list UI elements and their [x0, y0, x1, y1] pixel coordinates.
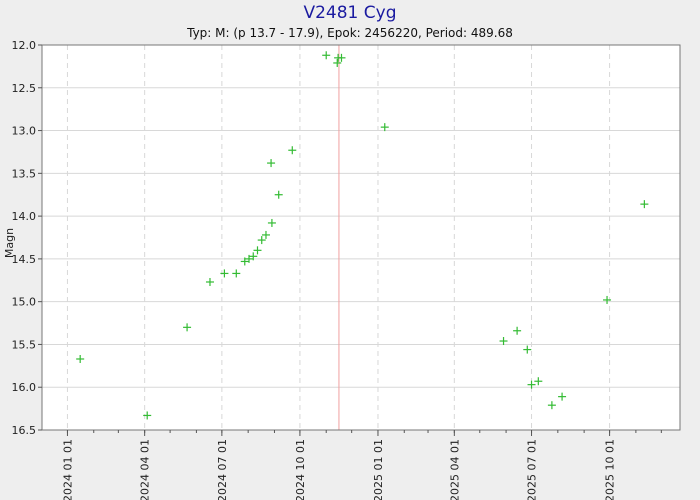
x-tick-label: 2024 10 01: [294, 439, 307, 500]
data-point: [249, 252, 258, 261]
y-tick-label: 15.5: [12, 338, 37, 351]
y-axis-label: Magn: [3, 228, 16, 258]
data-point: [337, 53, 346, 62]
y-tick-label: 16.5: [12, 424, 37, 437]
data-point: [220, 269, 229, 278]
data-point: [547, 401, 556, 410]
data-point: [143, 411, 152, 420]
data-point: [380, 123, 389, 132]
data-point: [603, 295, 612, 304]
x-tick-label: 2024 04 01: [139, 439, 152, 500]
y-tick-label: 13.0: [12, 125, 37, 138]
x-axis: 2024 01 01 2024 04 01 2024 07 01 2024 10 01…: [61, 430, 662, 500]
data-point: [513, 326, 522, 335]
y-tick-label: 15.0: [12, 296, 37, 309]
grid-lines: [42, 44, 680, 431]
data-point: [640, 200, 649, 209]
data-points: [76, 51, 649, 420]
data-point: [245, 254, 254, 263]
x-tick-label: 2024 07 01: [216, 439, 229, 500]
data-point: [527, 380, 536, 389]
y-tick-label: 16.0: [12, 381, 37, 394]
data-point: [253, 246, 262, 255]
data-point: [240, 257, 249, 266]
data-point: [205, 277, 214, 286]
y-tick-label: 12.0: [12, 39, 37, 52]
y-tick-label: 12.5: [12, 82, 37, 95]
data-point: [558, 392, 567, 401]
chart-title: V2481 Cyg: [303, 3, 396, 23]
plot-border: [41, 44, 681, 431]
y-tick-label: 14.0: [12, 210, 37, 223]
data-point: [267, 218, 276, 227]
data-point: [257, 236, 266, 245]
x-tick-label: 2025 01 01: [372, 439, 385, 500]
data-point: [523, 345, 532, 354]
chart-subtitle: Typ: M: (p 13.7 - 17.9), Epok: 2456220, …: [186, 26, 513, 40]
data-point: [267, 159, 276, 168]
y-tick-label: 14.5: [12, 253, 37, 266]
data-point: [534, 377, 543, 386]
data-point: [333, 58, 342, 67]
data-point: [261, 230, 270, 239]
x-tick-label: 2025 04 01: [448, 439, 461, 500]
data-point: [322, 51, 331, 60]
data-point: [274, 190, 283, 199]
data-point: [183, 323, 192, 332]
x-tick-label: 2025 07 01: [526, 439, 539, 500]
x-tick-label: 2024 01 01: [61, 439, 74, 500]
data-point: [288, 146, 297, 155]
x-tick-label: 2025 10 01: [604, 439, 617, 500]
data-point: [232, 269, 241, 278]
y-axis: 12.0 12.5 13.0 13.5 14.0 14.5 15.0 15.5 16.0 16.5: [12, 39, 42, 437]
data-point: [499, 337, 508, 346]
y-tick-label: 13.5: [12, 167, 37, 180]
plot-area: [42, 45, 680, 430]
data-point: [76, 354, 85, 363]
